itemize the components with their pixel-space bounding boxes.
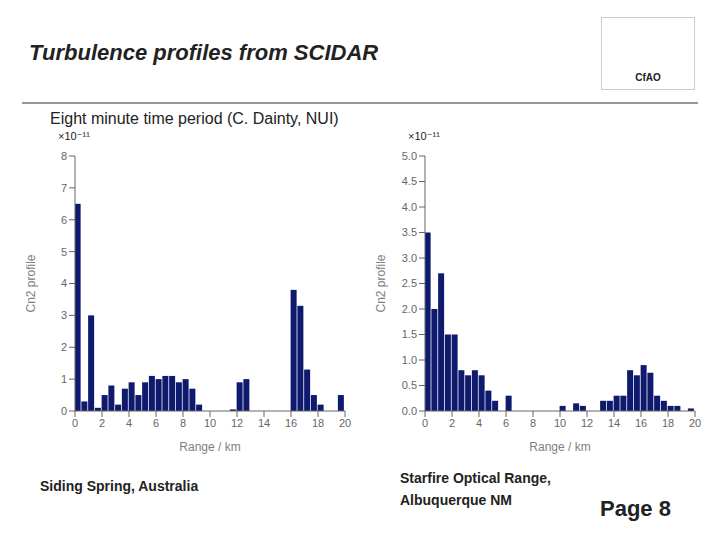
svg-text:3.0: 3.0 [402,252,417,264]
svg-text:4: 4 [476,417,482,429]
svg-text:Cn2 profile: Cn2 profile [374,254,388,312]
html-text:Eight minute time period (C. D: Eight minute time period (C. Dainty, NUI… [50,110,339,127]
svg-text:20: 20 [339,417,351,429]
svg-text:6: 6 [153,417,159,429]
svg-text:0: 0 [61,405,67,417]
svg-text:8: 8 [61,150,67,162]
svg-text:3: 3 [61,309,67,321]
html-text:CfAO: CfAO [635,72,661,83]
html-text:Turbulence profiles from SCIDA: Turbulence profiles from SCIDAR [29,40,379,65]
svg-text:12: 12 [581,417,593,429]
svg-text:8: 8 [180,417,186,429]
svg-text:4.0: 4.0 [402,201,417,213]
html-text:Starfire Optical Range,: Starfire Optical Range, [400,470,551,486]
svg-text:4: 4 [61,277,67,289]
svg-text:5.0: 5.0 [402,150,417,162]
html-text:×10⁻¹¹: ×10⁻¹¹ [408,130,440,142]
svg-text:10: 10 [204,417,216,429]
svg-text:4.5: 4.5 [402,175,417,187]
svg-text:6: 6 [61,214,67,226]
svg-text:6: 6 [503,417,509,429]
svg-text:10: 10 [554,417,566,429]
svg-text:2.5: 2.5 [402,277,417,289]
svg-text:Range / km: Range / km [529,440,590,454]
svg-text:16: 16 [285,417,297,429]
svg-text:20: 20 [689,417,701,429]
svg-text:2: 2 [99,417,105,429]
svg-text:2: 2 [61,341,67,353]
svg-text:14: 14 [258,417,270,429]
svg-text:Cn2 profile: Cn2 profile [24,254,38,312]
svg-text:7: 7 [61,182,67,194]
svg-text:3.5: 3.5 [402,226,417,238]
svg-text:1.5: 1.5 [402,328,417,340]
svg-text:1: 1 [61,373,67,385]
svg-text:4: 4 [126,417,132,429]
svg-text:2.0: 2.0 [402,303,417,315]
html-text:Siding Spring, Australia: Siding Spring, Australia [40,478,199,494]
svg-text:8: 8 [530,417,536,429]
svg-text:Range / km: Range / km [179,440,240,454]
html-text:×10⁻¹¹: ×10⁻¹¹ [58,130,90,142]
svg-text:0.5: 0.5 [402,379,417,391]
svg-text:16: 16 [635,417,647,429]
svg-text:18: 18 [312,417,324,429]
svg-text:14: 14 [608,417,620,429]
svg-text:0: 0 [72,417,78,429]
svg-text:5: 5 [61,246,67,258]
svg-text:1.0: 1.0 [402,354,417,366]
svg-text:0: 0 [422,417,428,429]
svg-text:2: 2 [449,417,455,429]
html-text:Page 8: Page 8 [600,496,671,521]
svg-text:12: 12 [231,417,243,429]
svg-text:0.0: 0.0 [402,405,417,417]
svg-text:18: 18 [662,417,674,429]
html-text:Albuquerque NM: Albuquerque NM [400,492,512,508]
